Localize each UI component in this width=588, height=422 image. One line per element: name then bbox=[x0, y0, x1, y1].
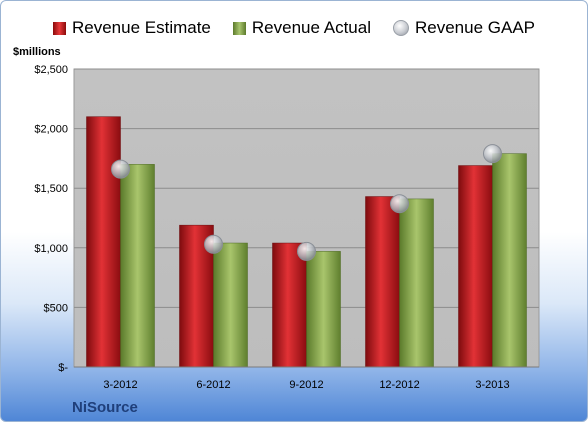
legend-swatch-actual bbox=[232, 21, 246, 35]
bar-estimate-3-2012 bbox=[86, 116, 121, 368]
legend-label-estimate: Revenue Estimate bbox=[71, 18, 211, 37]
units-label: $millions bbox=[13, 46, 61, 58]
y-tick-label: $2,500 bbox=[34, 64, 68, 76]
x-tick-label: 9-2012 bbox=[289, 379, 323, 391]
y-tick-label: $1,000 bbox=[34, 243, 68, 255]
gaap-marker-6-2012 bbox=[204, 234, 223, 254]
bar-actual-3-2012 bbox=[120, 164, 155, 368]
bar-actual-6-2012 bbox=[213, 242, 248, 368]
gaap-marker-9-2012 bbox=[297, 241, 316, 261]
y-tick-label: $1,500 bbox=[34, 183, 68, 195]
y-axis: $- $500 $1,000 $1,500 $2,000 $2,500 bbox=[34, 64, 68, 374]
company-name: NiSource bbox=[72, 399, 138, 416]
legend-marker-gaap bbox=[392, 20, 409, 36]
legend-swatch-estimate bbox=[52, 21, 66, 35]
x-tick-label: 3-2013 bbox=[475, 379, 509, 391]
legend-label-gaap: Revenue GAAP bbox=[414, 18, 535, 37]
chart-legend: Revenue Estimate Revenue Actual Revenue … bbox=[1, 18, 587, 38]
bar-actual-12-2012 bbox=[399, 198, 434, 368]
x-tick-label: 12-2012 bbox=[379, 379, 419, 391]
y-tick-label: $- bbox=[58, 362, 68, 374]
bar-estimate-9-2012 bbox=[272, 242, 307, 368]
x-axis: 3-2012 6-2012 9-2012 12-2012 3-2013 bbox=[74, 366, 539, 391]
x-tick-label: 6-2012 bbox=[196, 379, 230, 391]
bar-actual-9-2012 bbox=[306, 251, 341, 368]
bar-actual-3-2013 bbox=[492, 153, 527, 368]
bar-series bbox=[86, 116, 527, 368]
y-tick-label: $500 bbox=[44, 302, 68, 314]
legend-item-gaap: Revenue GAAP bbox=[392, 18, 535, 38]
bar-estimate-3-2013 bbox=[458, 165, 493, 368]
gaap-markers bbox=[111, 144, 502, 261]
legend-item-actual: Revenue Actual bbox=[232, 18, 371, 38]
legend-item-estimate: Revenue Estimate bbox=[52, 18, 211, 38]
x-tick-label: 3-2012 bbox=[103, 379, 137, 391]
gaap-marker-12-2012 bbox=[390, 194, 409, 214]
gaap-marker-3-2013 bbox=[483, 144, 502, 164]
legend-label-actual: Revenue Actual bbox=[251, 18, 371, 37]
y-tick-label: $2,000 bbox=[34, 124, 68, 136]
gaap-marker-3-2012 bbox=[111, 159, 130, 179]
bar-estimate-12-2012 bbox=[365, 196, 400, 368]
